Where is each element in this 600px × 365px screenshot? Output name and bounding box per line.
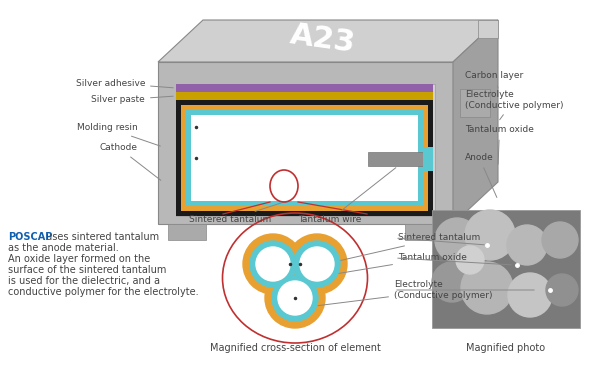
FancyBboxPatch shape (176, 92, 433, 100)
Text: Tantalum oxide: Tantalum oxide (465, 126, 534, 164)
FancyBboxPatch shape (176, 100, 433, 216)
Text: Silver adhesive: Silver adhesive (76, 78, 173, 88)
Text: Electrolyte
(Conductive polymer): Electrolyte (Conductive polymer) (318, 280, 493, 306)
FancyBboxPatch shape (405, 224, 443, 240)
FancyBboxPatch shape (168, 224, 206, 240)
Circle shape (461, 262, 513, 314)
Text: Molding resin: Molding resin (77, 123, 160, 146)
Circle shape (546, 274, 578, 306)
Text: Tantalum oxide: Tantalum oxide (326, 254, 467, 276)
Circle shape (456, 246, 484, 274)
Text: Magnified photo: Magnified photo (466, 343, 545, 353)
FancyBboxPatch shape (368, 152, 428, 166)
Text: Anode: Anode (465, 154, 497, 197)
FancyBboxPatch shape (176, 84, 433, 92)
Polygon shape (453, 20, 498, 224)
Circle shape (435, 218, 479, 262)
Text: Sintered tantalum: Sintered tantalum (189, 203, 281, 224)
Circle shape (287, 234, 347, 294)
Text: POSCAP: POSCAP (8, 232, 52, 242)
Circle shape (265, 268, 325, 328)
Text: Electrolyte
(Conductive polymer): Electrolyte (Conductive polymer) (465, 90, 563, 120)
Circle shape (294, 241, 340, 287)
Text: is used for the dielectric, and a: is used for the dielectric, and a (8, 276, 160, 286)
Text: Silver paste: Silver paste (91, 96, 173, 104)
FancyBboxPatch shape (176, 84, 435, 216)
Text: conductive polymer for the electrolyte.: conductive polymer for the electrolyte. (8, 287, 199, 297)
Circle shape (507, 225, 547, 265)
FancyBboxPatch shape (186, 110, 423, 206)
Polygon shape (478, 20, 498, 38)
Circle shape (508, 273, 552, 317)
FancyBboxPatch shape (191, 115, 418, 201)
Text: Carbon layer: Carbon layer (465, 72, 523, 88)
Text: Magnified cross-section of element: Magnified cross-section of element (209, 343, 380, 353)
Text: An oxide layer formed on the: An oxide layer formed on the (8, 254, 150, 264)
FancyBboxPatch shape (432, 210, 580, 328)
FancyBboxPatch shape (158, 62, 453, 224)
Circle shape (250, 241, 296, 287)
Text: surface of the sintered tantalum: surface of the sintered tantalum (8, 265, 166, 275)
Circle shape (243, 234, 303, 294)
Circle shape (256, 247, 290, 281)
Circle shape (278, 281, 312, 315)
Circle shape (272, 275, 318, 321)
Circle shape (432, 262, 472, 302)
Text: A23: A23 (289, 20, 358, 58)
FancyBboxPatch shape (423, 147, 433, 171)
Text: as the anode material.: as the anode material. (8, 243, 119, 253)
Circle shape (542, 222, 578, 258)
Circle shape (300, 247, 334, 281)
Text: uses sintered tantalum: uses sintered tantalum (46, 232, 159, 242)
Text: Cathode: Cathode (100, 143, 161, 180)
Circle shape (465, 210, 515, 260)
Polygon shape (158, 20, 498, 62)
FancyBboxPatch shape (181, 105, 428, 211)
Text: Sintered tantalum: Sintered tantalum (328, 234, 480, 264)
FancyBboxPatch shape (460, 89, 490, 117)
Text: Tantalum wire: Tantalum wire (298, 168, 396, 224)
